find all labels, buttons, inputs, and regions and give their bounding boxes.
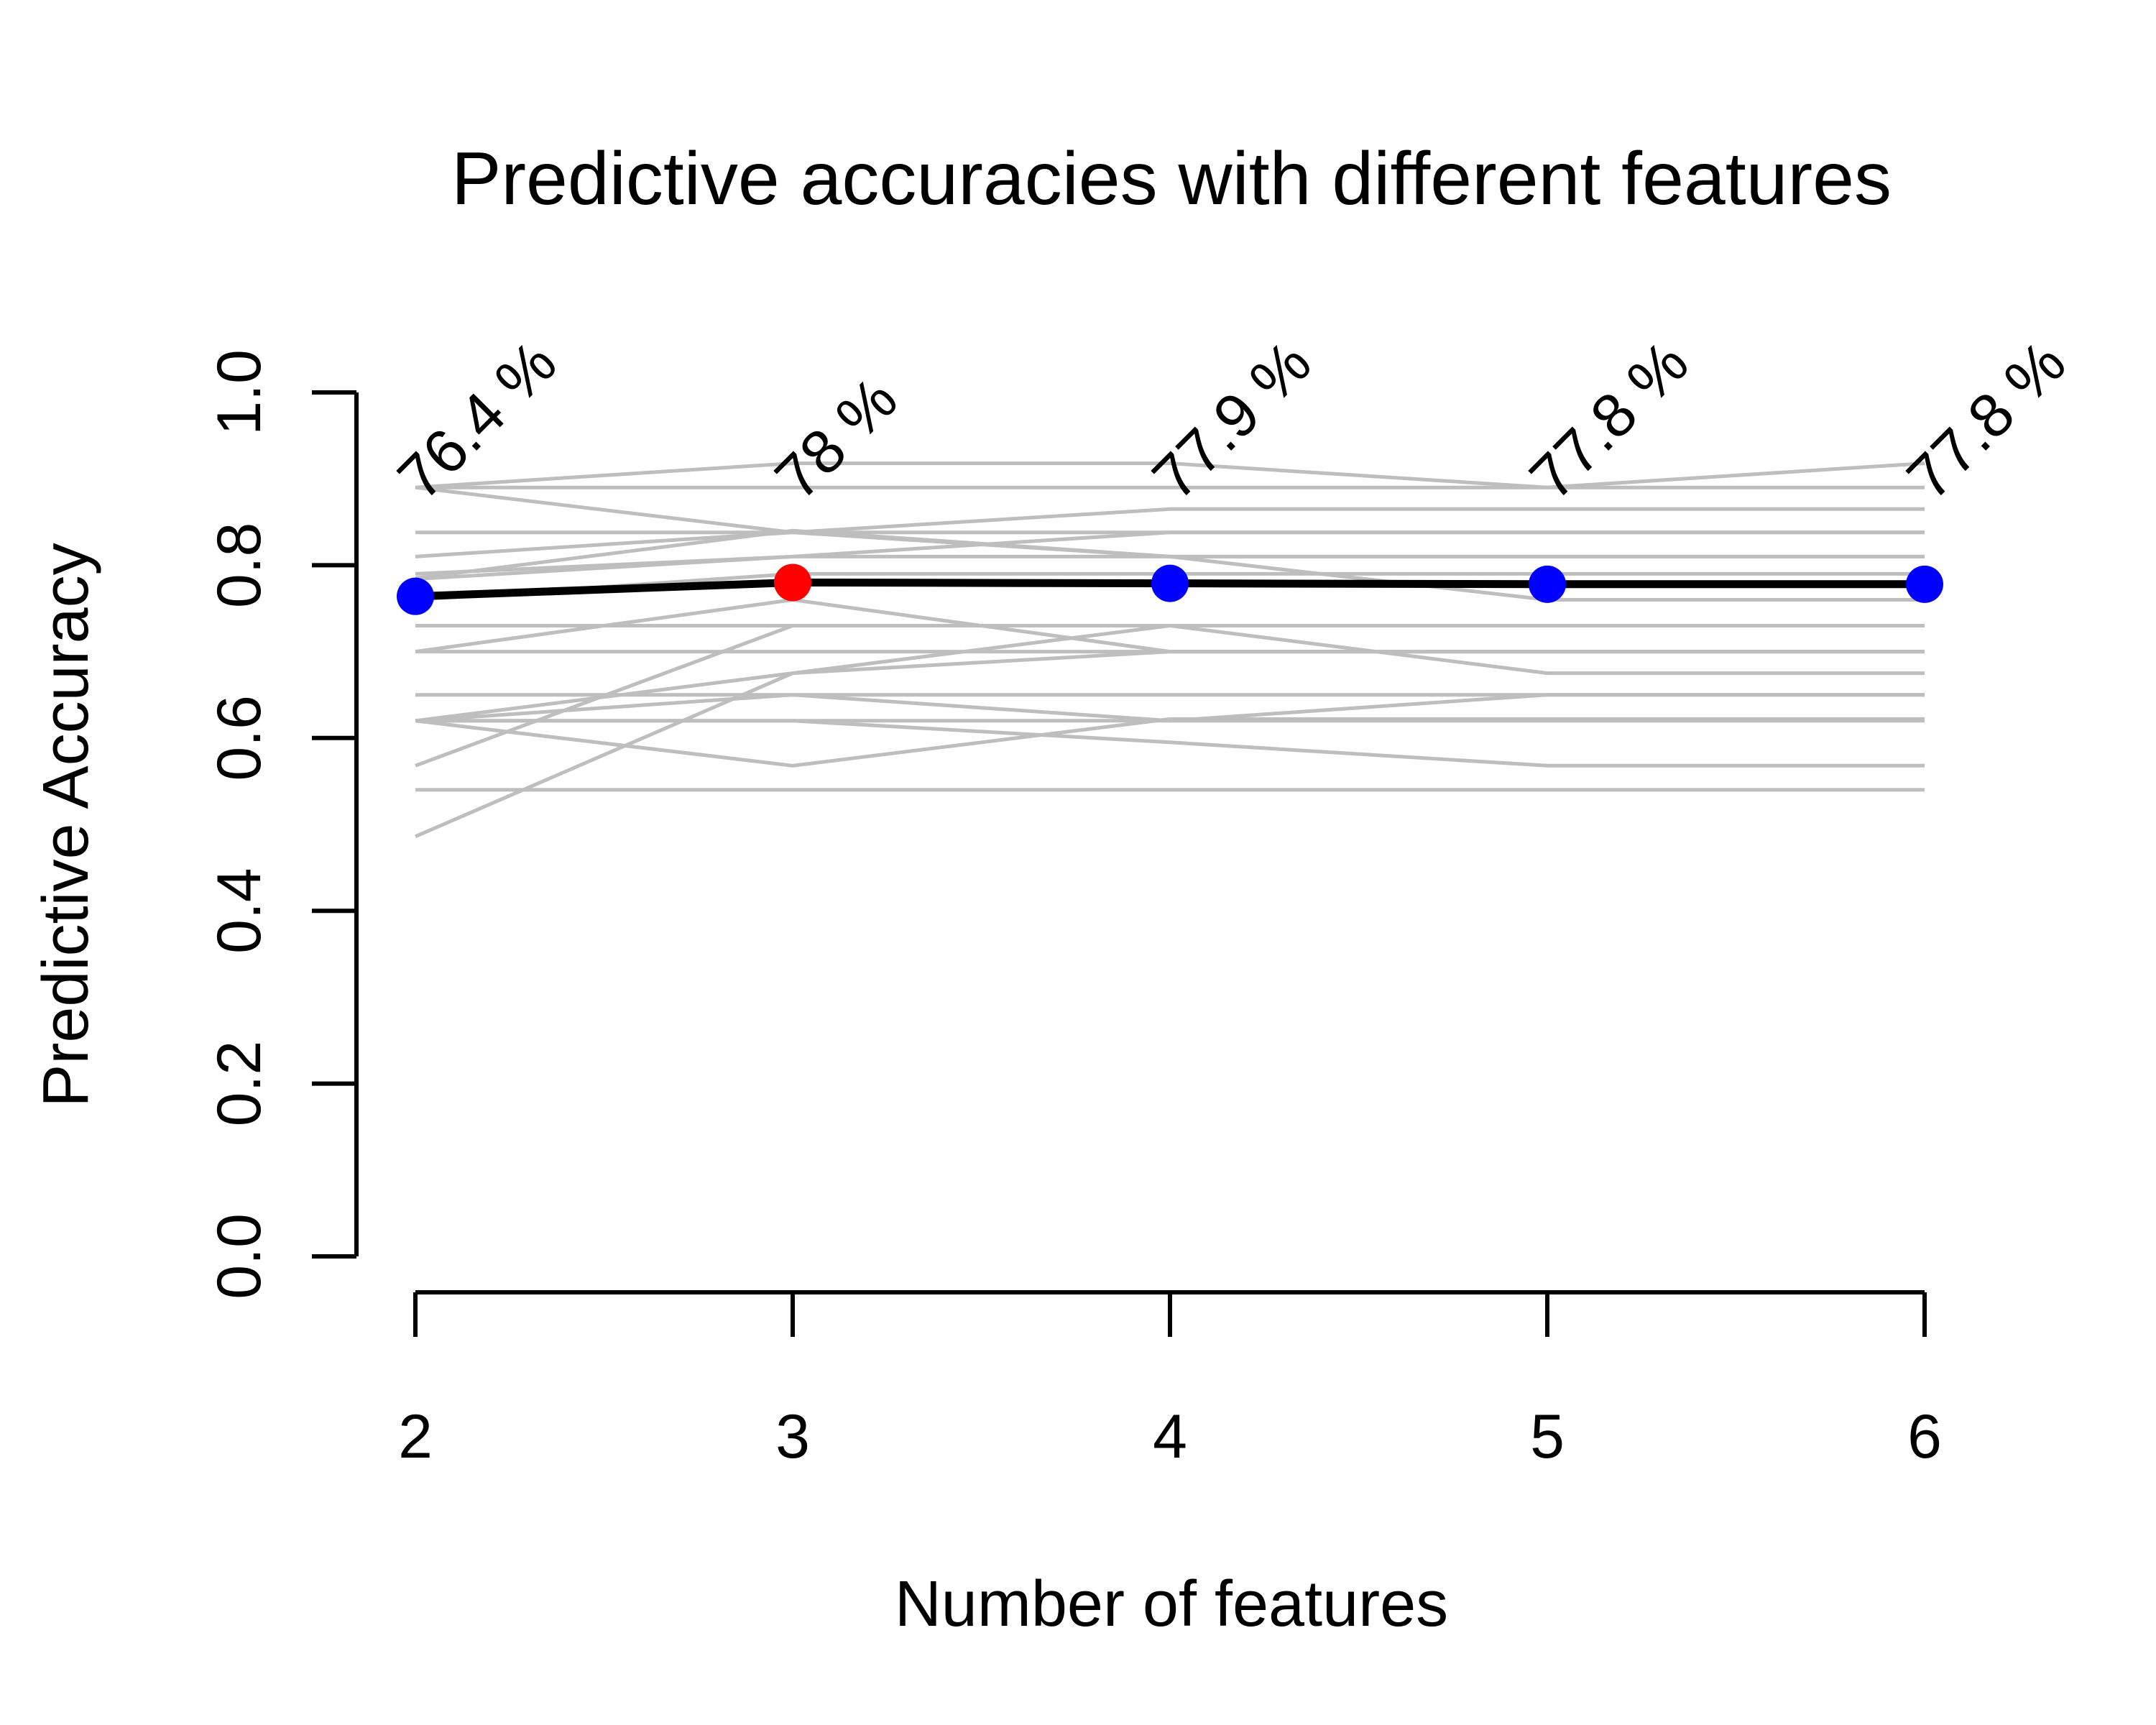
data-label: 78 %: [763, 364, 911, 512]
x-tick-label: 6: [1907, 1402, 1942, 1471]
x-tick-label: 2: [398, 1402, 433, 1471]
y-tick-label: 0.0: [205, 1213, 274, 1300]
background-series-line-20: [415, 719, 1925, 768]
data-labels: 76.4 % 78 % 77.9 % 77.8 % 77.8 %: [385, 328, 2079, 512]
y-tick-label: 0.4: [205, 868, 274, 954]
y-tick-label: 0.6: [205, 695, 274, 781]
data-points: [397, 564, 1943, 615]
background-series-line-16: [415, 717, 1925, 768]
data-point: [1529, 565, 1566, 603]
data-label: 77.8 %: [1894, 328, 2079, 512]
chart-title: Predictive accuracies with different fea…: [451, 137, 1892, 221]
x-axis-label: Number of features: [895, 1568, 1448, 1640]
x-tick-label: 5: [1530, 1402, 1565, 1471]
background-series-line-4: [415, 507, 1925, 558]
background-series-line-21: [415, 485, 1925, 602]
data-label: 77.9 %: [1140, 328, 1325, 512]
data-point: [1906, 565, 1943, 603]
x-tick-label: 3: [775, 1402, 810, 1471]
best-data-point: [774, 564, 811, 602]
background-series-line-1: [415, 461, 1925, 489]
background-series-group: [415, 461, 1925, 839]
x-tick-label: 4: [1153, 1402, 1187, 1471]
background-series-line-17: [415, 624, 1925, 768]
background-series-line-19: [415, 650, 1925, 839]
data-point: [397, 577, 434, 615]
y-axis-label: Predictive Accuracy: [30, 543, 102, 1107]
background-series-line-13: [415, 693, 1925, 723]
y-axis: 0.0 0.2 0.4 0.6 0.8 1.0: [205, 349, 359, 1300]
y-tick-label: 0.8: [205, 523, 274, 609]
y-tick-label: 0.2: [205, 1041, 274, 1127]
y-tick-label: 1.0: [205, 349, 274, 436]
x-axis: 2 3 4 5 6: [398, 1290, 1942, 1471]
data-point: [1151, 564, 1189, 602]
